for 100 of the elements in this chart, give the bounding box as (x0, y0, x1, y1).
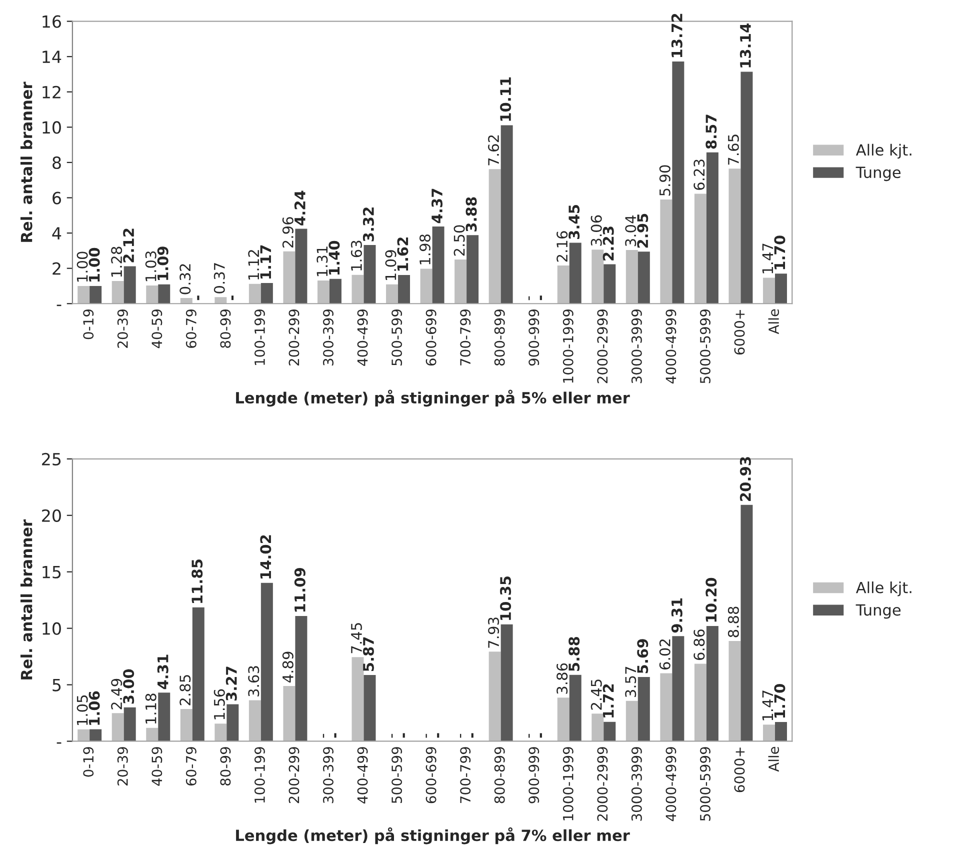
data-label: 2.96 (282, 217, 294, 248)
y-tick-label: 10 (42, 121, 61, 134)
data-label: 1.63 (350, 240, 362, 270)
bar (352, 274, 364, 304)
bar (569, 674, 582, 742)
data-label: 1.47 (762, 244, 774, 274)
data-label: 1.03 (145, 251, 156, 282)
bar (592, 714, 604, 742)
bar (398, 275, 410, 304)
data-label: 1.72 (602, 684, 614, 718)
bar (90, 286, 102, 304)
bar (604, 264, 616, 304)
bar (672, 62, 684, 304)
x-tick-label: 200-299 (288, 747, 300, 804)
bar (432, 226, 444, 304)
data-label: 6.86 (694, 629, 705, 660)
bar (112, 713, 124, 742)
x-tick-label: 1000-1999 (562, 309, 574, 383)
y-tick-label: 16 (42, 15, 61, 28)
data-label: 6.02 (659, 639, 670, 670)
data-label: 3.57 (625, 666, 636, 698)
bar (158, 692, 170, 742)
data-label: 1.56 (214, 689, 225, 720)
x-tick-label: 700-799 (460, 309, 471, 366)
x-tick-label: 6000+ (734, 748, 745, 792)
data-label: 1.00 (76, 252, 88, 282)
bar (774, 274, 787, 304)
bar (604, 722, 616, 742)
data-label: 6.23 (694, 160, 705, 190)
bar (488, 652, 501, 742)
y-tick-label: 10 (42, 622, 61, 635)
x-tick-label: 5000-5999 (700, 309, 710, 384)
data-label: 5.69 (637, 639, 648, 674)
bar (112, 281, 124, 304)
data-label: - (426, 734, 427, 738)
x-tick-label: 2000-2999 (597, 747, 608, 821)
bar (728, 640, 741, 742)
data-label: 3.86 (556, 663, 568, 694)
data-label: 13.72 (671, 14, 682, 58)
x-tick-label: 20-39 (117, 309, 128, 348)
x-tick-label: 900-999 (528, 747, 540, 804)
bar (500, 624, 513, 742)
x-tick-label: 500-599 (392, 309, 402, 366)
data-label: 1.09 (157, 246, 168, 280)
x-tick-label: Alle (768, 309, 780, 334)
data-label: 2.16 (556, 231, 568, 262)
bar (762, 278, 775, 304)
bar (192, 607, 204, 742)
x-tick-label: 600-699 (426, 747, 436, 804)
data-label: - (322, 734, 324, 738)
data-label: 3.06 (590, 215, 602, 246)
data-label: - (437, 733, 440, 738)
data-label: 1.70 (774, 684, 786, 718)
x-tick-label: 3000-3999 (631, 747, 642, 821)
bar (283, 686, 296, 742)
x-tick-label: 200-299 (288, 309, 300, 366)
bar (146, 728, 158, 742)
x-tick-label: 40-59 (152, 747, 162, 786)
data-label: 1.62 (397, 238, 408, 271)
bar (158, 284, 170, 304)
data-label: 2.85 (180, 675, 191, 706)
bar (124, 707, 136, 742)
data-label: 4.37 (431, 188, 443, 224)
data-label: 2.50 (454, 225, 465, 256)
data-label: - (460, 734, 462, 738)
data-label: 8.57 (706, 114, 717, 149)
data-label: 7.45 (351, 623, 362, 654)
bar (90, 729, 102, 742)
data-label: 1.70 (774, 236, 786, 270)
x-tick-label: 500-599 (392, 747, 402, 804)
x-tick-label: 40-59 (152, 309, 162, 348)
bar (214, 297, 227, 304)
data-label: 1.18 (145, 694, 156, 724)
data-label: 3.32 (362, 208, 374, 242)
x-tick-label: 0-19 (83, 309, 94, 340)
bar (660, 200, 672, 304)
data-label: 3.45 (568, 205, 580, 239)
data-label: 2.49 (111, 678, 122, 710)
data-label: 10.20 (706, 578, 717, 622)
y-tick-label: - (56, 304, 62, 306)
bar (260, 282, 273, 304)
bar (488, 169, 501, 304)
x-tick-label: 4000-4999 (666, 747, 676, 822)
data-label: 1.40 (328, 240, 340, 275)
data-label: 7.93 (488, 618, 500, 648)
data-label: - (231, 296, 234, 300)
bar (740, 504, 753, 742)
x-tick-label: 4000-4999 (666, 309, 676, 384)
data-label: - (540, 296, 542, 300)
data-label: 4.24 (294, 190, 306, 226)
data-label: 2.95 (637, 214, 648, 248)
bar (180, 709, 192, 742)
x-tick-label: 80-99 (220, 747, 231, 786)
bar (420, 268, 432, 304)
bar (124, 266, 136, 304)
data-label: 1.17 (260, 245, 271, 279)
bar (352, 657, 364, 742)
bar (557, 266, 570, 304)
data-label: 1.28 (111, 246, 122, 277)
bar (364, 674, 376, 742)
